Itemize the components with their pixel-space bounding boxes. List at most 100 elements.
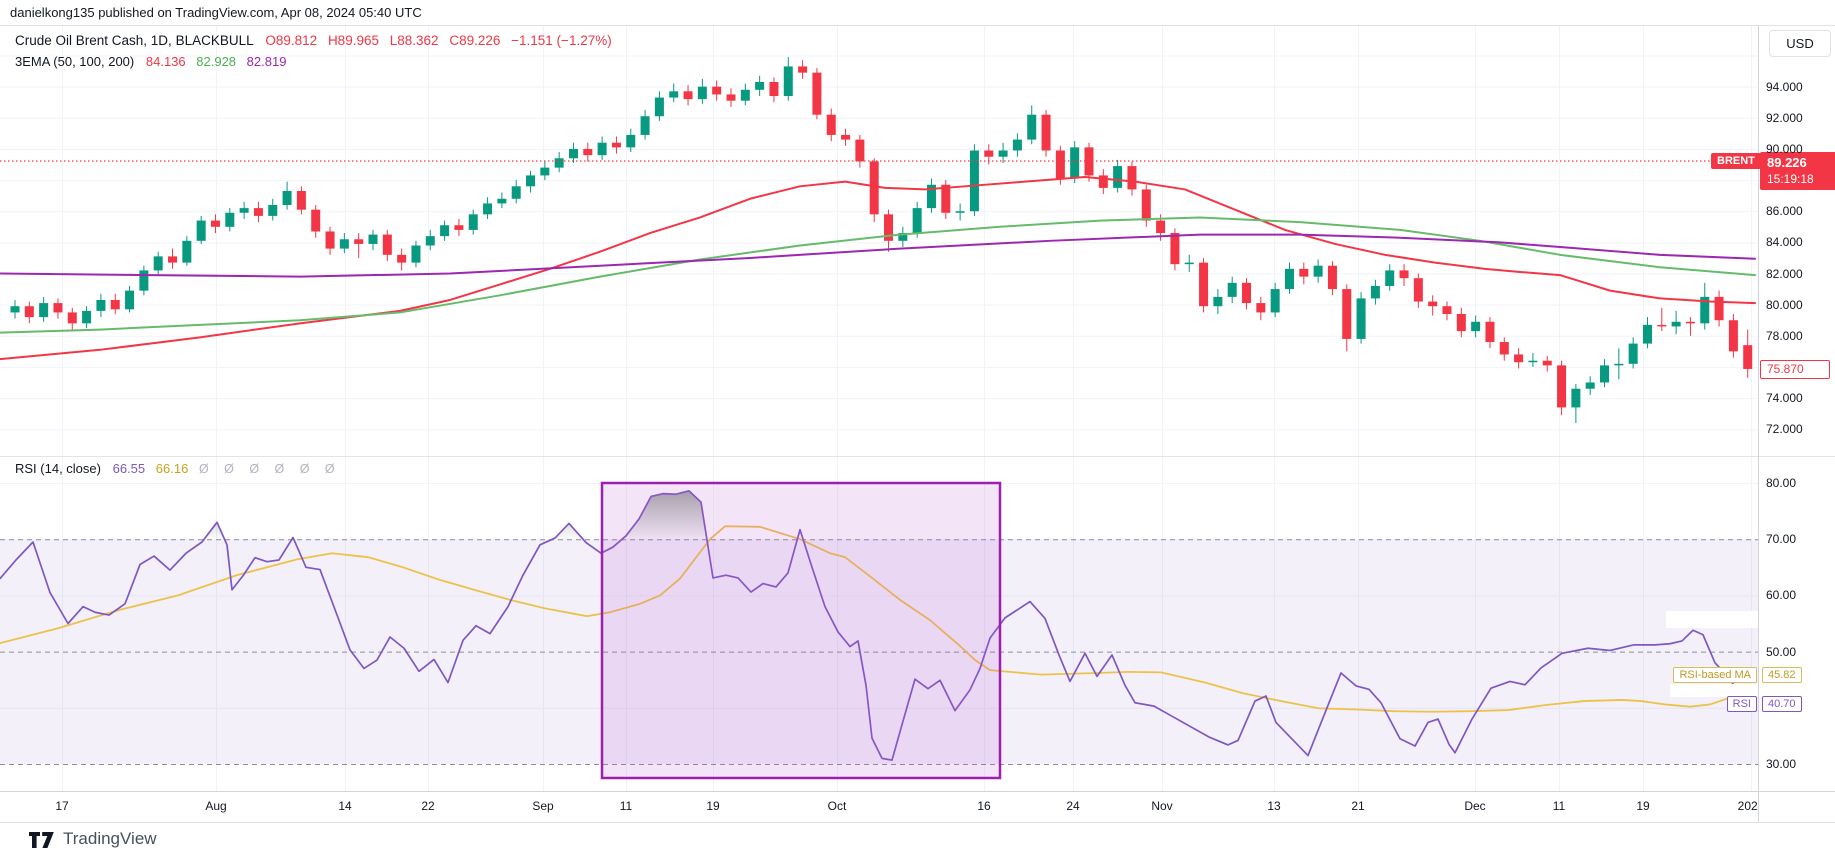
rsi-band [0,539,1758,765]
time-axis-label: Nov [1151,799,1173,813]
candle-body [1299,268,1309,277]
price-axis-label: 92.000 [1766,110,1803,125]
candle-body [1113,166,1123,188]
candle-body [82,310,92,324]
candle-body [1743,345,1753,369]
rsi-title[interactable]: RSI (14, close) [15,461,101,476]
candle-body [769,81,779,97]
candle-body [125,290,135,310]
candle-body [53,303,63,313]
rsi-axis-label: 80.00 [1766,475,1797,490]
candle-body [239,208,249,213]
candle-body [1284,268,1294,290]
candle-body [826,114,836,135]
time-axis-label: 17 [55,799,69,813]
brent-price-line-tag: BRENT [1711,152,1761,169]
candle-body [597,142,607,156]
candle-body [1227,282,1237,297]
candle-body [1012,139,1022,151]
candle-body [683,91,693,100]
candle-body [1528,360,1538,363]
publish-info: danielkong135 published on TradingView.c… [10,5,422,20]
currency-button[interactable]: USD [1769,30,1831,57]
candle-body [1199,262,1209,307]
candle-body [282,190,292,205]
footer-brand[interactable]: TradingView [63,828,157,848]
candle-body [955,211,965,213]
rsi-ma-axis-value: 45.82 [1762,667,1802,683]
time-axis-label: 19 [706,799,720,813]
candle-body [325,231,335,249]
candle-series [10,57,1753,423]
candle-body [1600,365,1610,383]
candle-body [67,312,77,324]
candle-body [339,239,349,249]
candle-body [1714,296,1724,321]
candle-body [397,254,407,263]
ema-line-2 [0,216,1756,334]
candle-body [110,299,120,310]
candle-body [984,150,994,157]
time-axis[interactable]: 17 Aug 14 22 Sep 11 19 Oct 16 24 Nov 13 21 Dec 11 19 202… [0,791,1758,822]
ohlc-low: L88.362 [389,33,439,48]
symbol-legend[interactable]: Crude Oil Brent Cash, 1D, BLACKBULL O89.… [15,33,619,48]
candle-body [311,209,321,232]
candle-body [726,94,736,101]
white-strip [1670,684,1758,697]
rsi-value: 66.55 [112,461,146,476]
price-axis-label: 78.000 [1766,328,1803,343]
time-axis-label: Sep [532,799,554,813]
ohlc-high: H89.965 [327,33,379,48]
annotation-rect-border[interactable] [600,481,1002,780]
candle-body [1700,296,1710,324]
candle-body [196,220,206,241]
candle-body [1485,321,1495,343]
candle-body [1127,166,1137,190]
candle-body [1685,321,1695,324]
ohlc-close: C89.226 [449,33,501,48]
rsi-line-label: RSI [1726,696,1757,712]
time-axis-label: Aug [205,799,227,813]
candle-body [1628,343,1638,364]
candle-body [669,91,679,98]
rsi-axis-label: 50.00 [1766,644,1797,659]
candle-body [626,134,636,148]
rsi-overbought-fill [204,490,804,540]
ohlc-change: −1.151 (−1.27%) [511,33,612,48]
candle-body [611,142,621,148]
rsi-ma-line-label: RSI-based MA [1673,667,1757,683]
candle-body [998,150,1008,157]
price-axis-label: 86.000 [1766,204,1803,219]
ema-legend[interactable]: 3EMA (50, 100, 200) 84.136 82.928 82.819 [15,54,293,69]
candle-body [511,186,521,199]
candle-body [468,214,478,230]
candle-body [898,233,908,241]
candle-body [841,134,851,140]
rsi-legend[interactable]: RSI (14, close) 66.55 66.16 Ø Ø Ø Ø Ø Ø [15,461,348,476]
time-axis-label: 14 [338,799,352,813]
brent-price-value: 89.226 [1767,154,1807,170]
ema-title[interactable]: 3EMA (50, 100, 200) [15,54,135,69]
candle-body [1585,382,1595,389]
ema50-value: 84.136 [145,54,186,69]
candle-body [225,212,235,227]
time-axis-label: 16 [977,799,991,813]
price-axis-label: 72.000 [1766,422,1803,437]
candle-body [1342,289,1352,339]
time-axis-label: 11 [619,799,633,813]
candle-body [926,184,936,209]
ema-line-1 [0,175,1756,361]
price-axis-label: 90.000 [1766,141,1803,156]
candle-body [740,89,750,101]
tradingview-logo-icon[interactable] [28,828,55,849]
time-axis-label: 2024 [1737,799,1758,813]
annotation-rect-fill[interactable] [602,483,1000,778]
candle-body [855,139,865,162]
candle-body [1256,303,1266,313]
candle-body [1385,270,1395,286]
candle-body [654,97,664,117]
symbol-title[interactable]: Crude Oil Brent Cash, 1D, BLACKBULL [15,33,254,48]
candle-body [440,225,450,237]
candle-body [268,204,278,216]
